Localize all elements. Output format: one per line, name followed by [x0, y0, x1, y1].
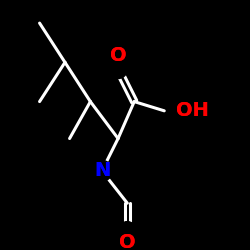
Text: O: O	[119, 233, 136, 250]
Circle shape	[118, 222, 137, 240]
Text: O: O	[110, 46, 126, 65]
Text: N: N	[94, 161, 110, 180]
Text: N: N	[94, 161, 110, 180]
Text: O: O	[110, 46, 126, 65]
Text: O: O	[119, 233, 136, 250]
Circle shape	[109, 60, 127, 78]
Circle shape	[92, 160, 112, 181]
Text: OH: OH	[176, 101, 209, 120]
Text: OH: OH	[176, 101, 209, 120]
